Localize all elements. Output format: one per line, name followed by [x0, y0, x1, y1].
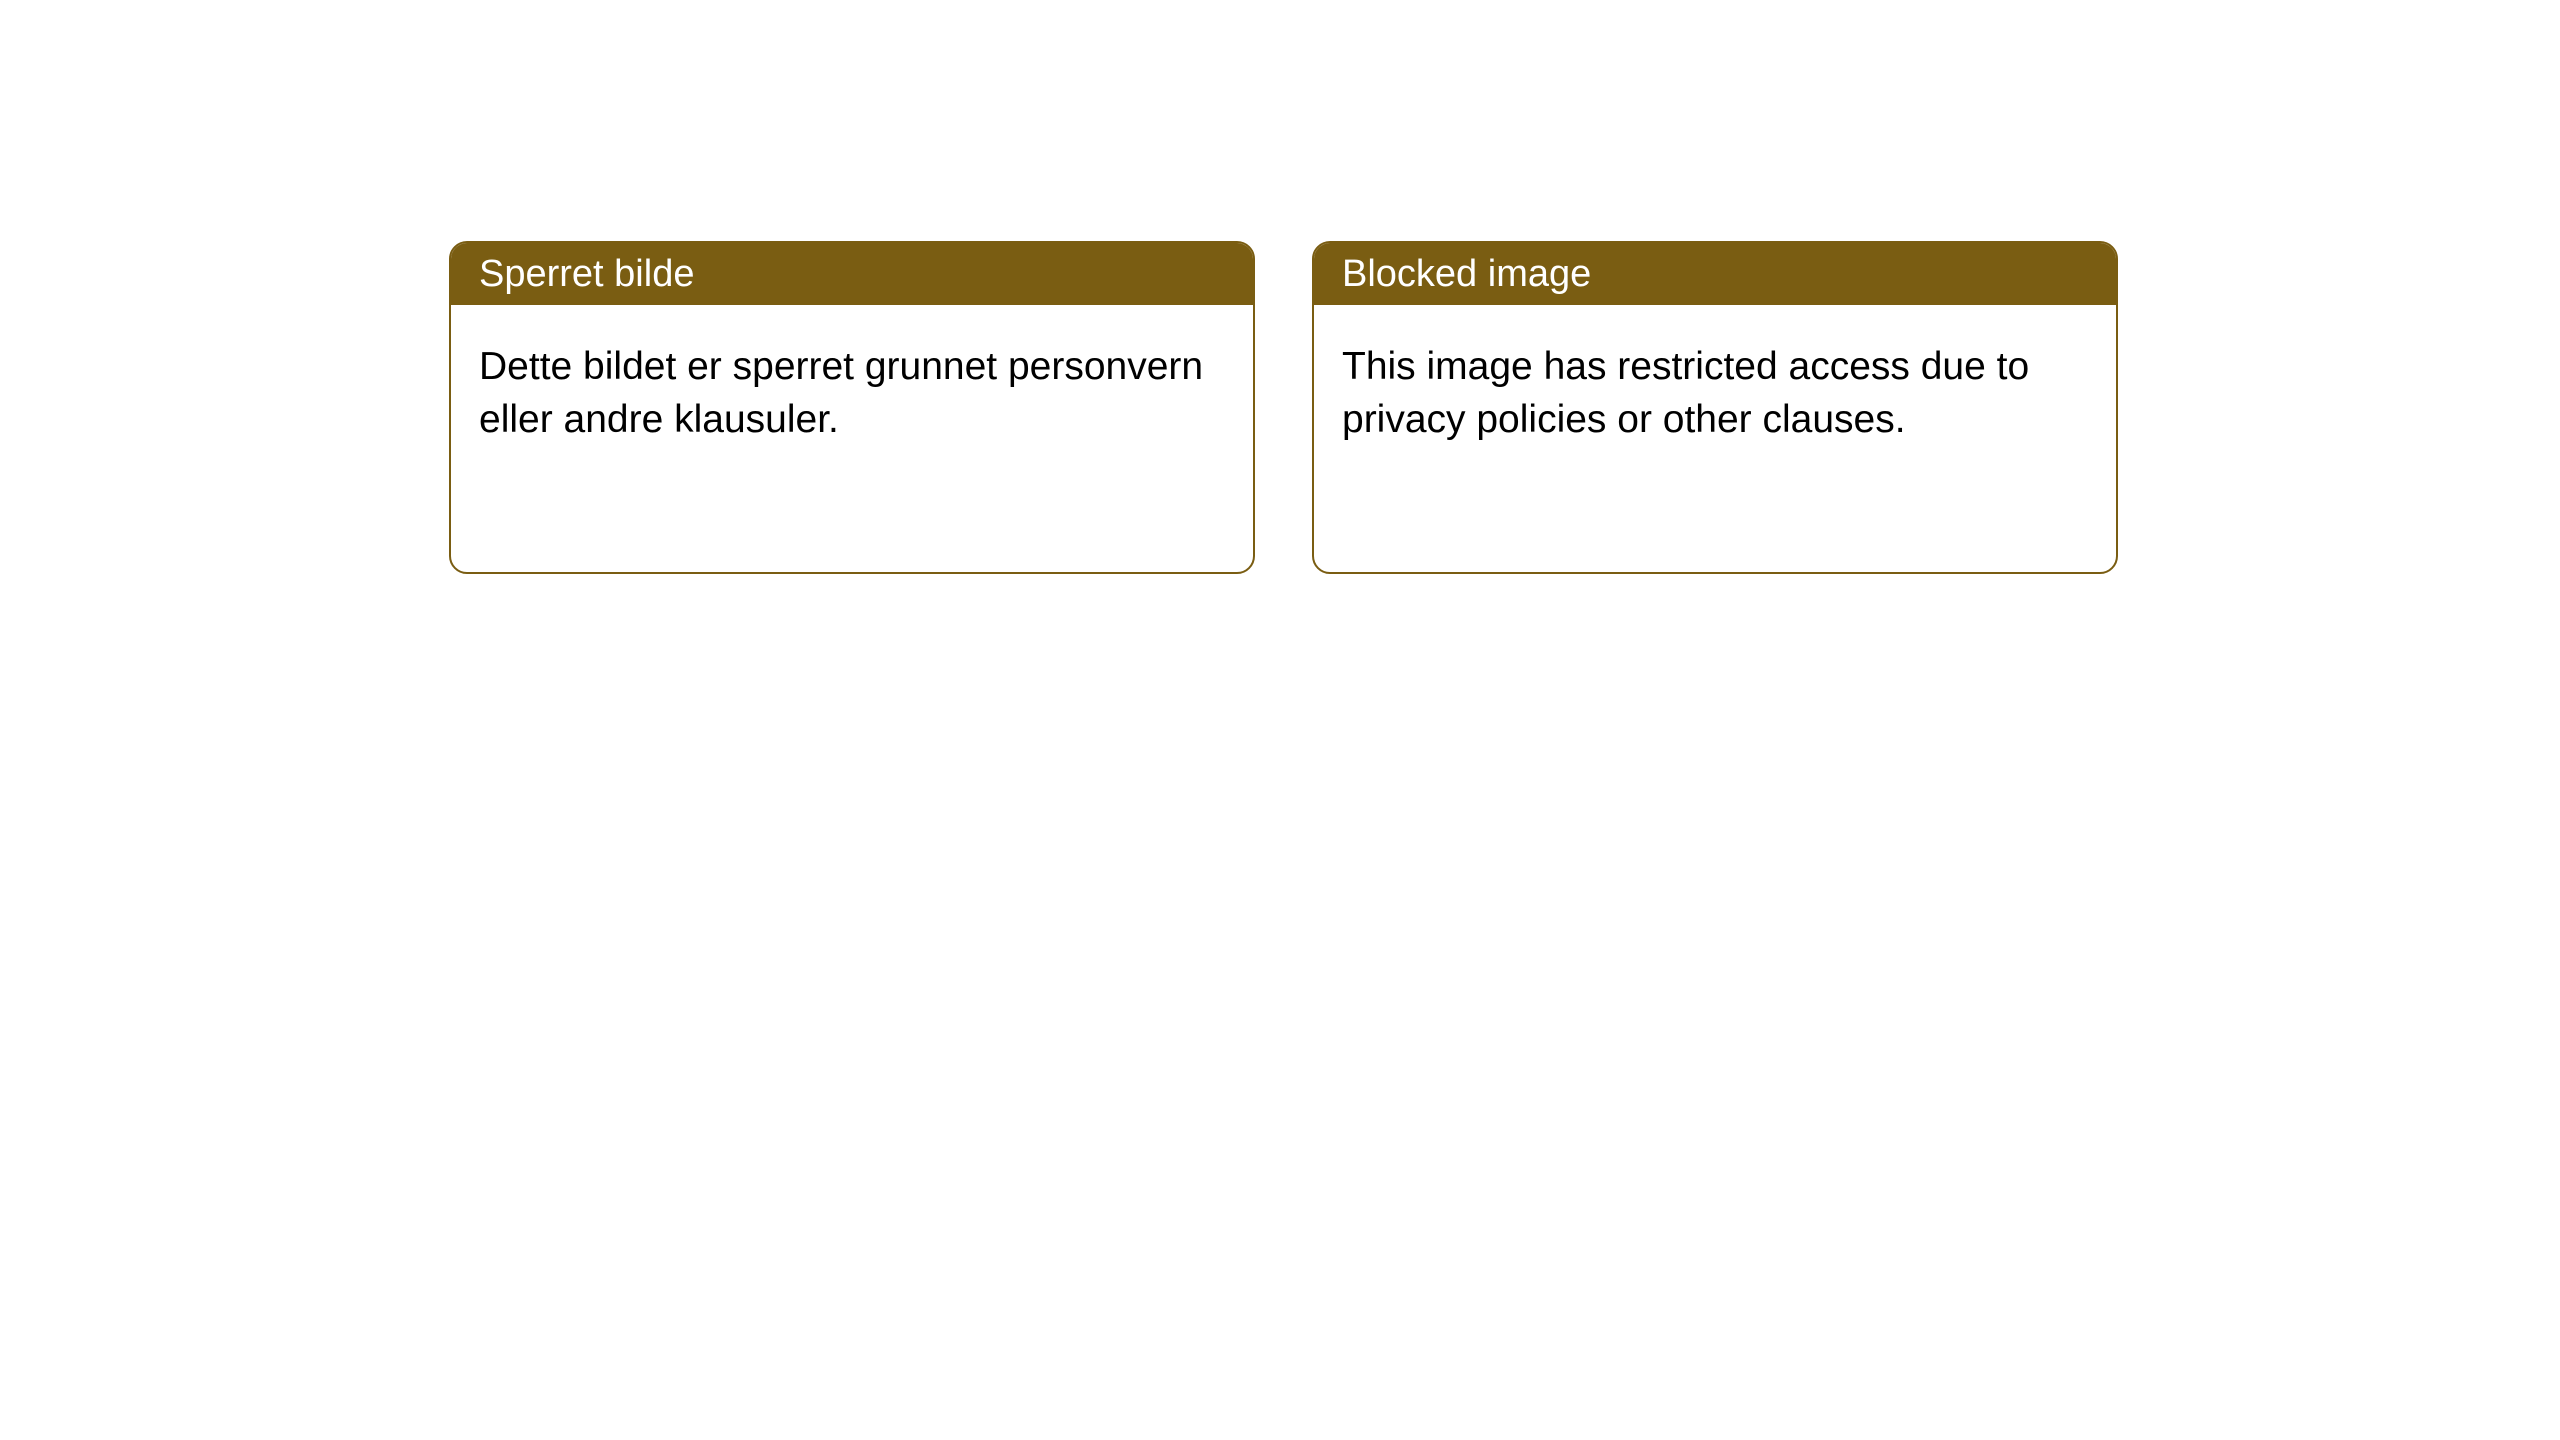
card-header: Blocked image — [1314, 243, 2116, 305]
card-body: Dette bildet er sperret grunnet personve… — [451, 305, 1253, 482]
blocked-image-card-norwegian: Sperret bilde Dette bildet er sperret gr… — [449, 241, 1255, 574]
card-header: Sperret bilde — [451, 243, 1253, 305]
card-body-text: Dette bildet er sperret grunnet personve… — [479, 345, 1203, 441]
cards-container: Sperret bilde Dette bildet er sperret gr… — [0, 0, 2560, 574]
card-title: Sperret bilde — [479, 253, 694, 296]
card-body: This image has restricted access due to … — [1314, 305, 2116, 482]
blocked-image-card-english: Blocked image This image has restricted … — [1312, 241, 2118, 574]
card-title: Blocked image — [1342, 253, 1591, 296]
card-body-text: This image has restricted access due to … — [1342, 345, 2029, 441]
